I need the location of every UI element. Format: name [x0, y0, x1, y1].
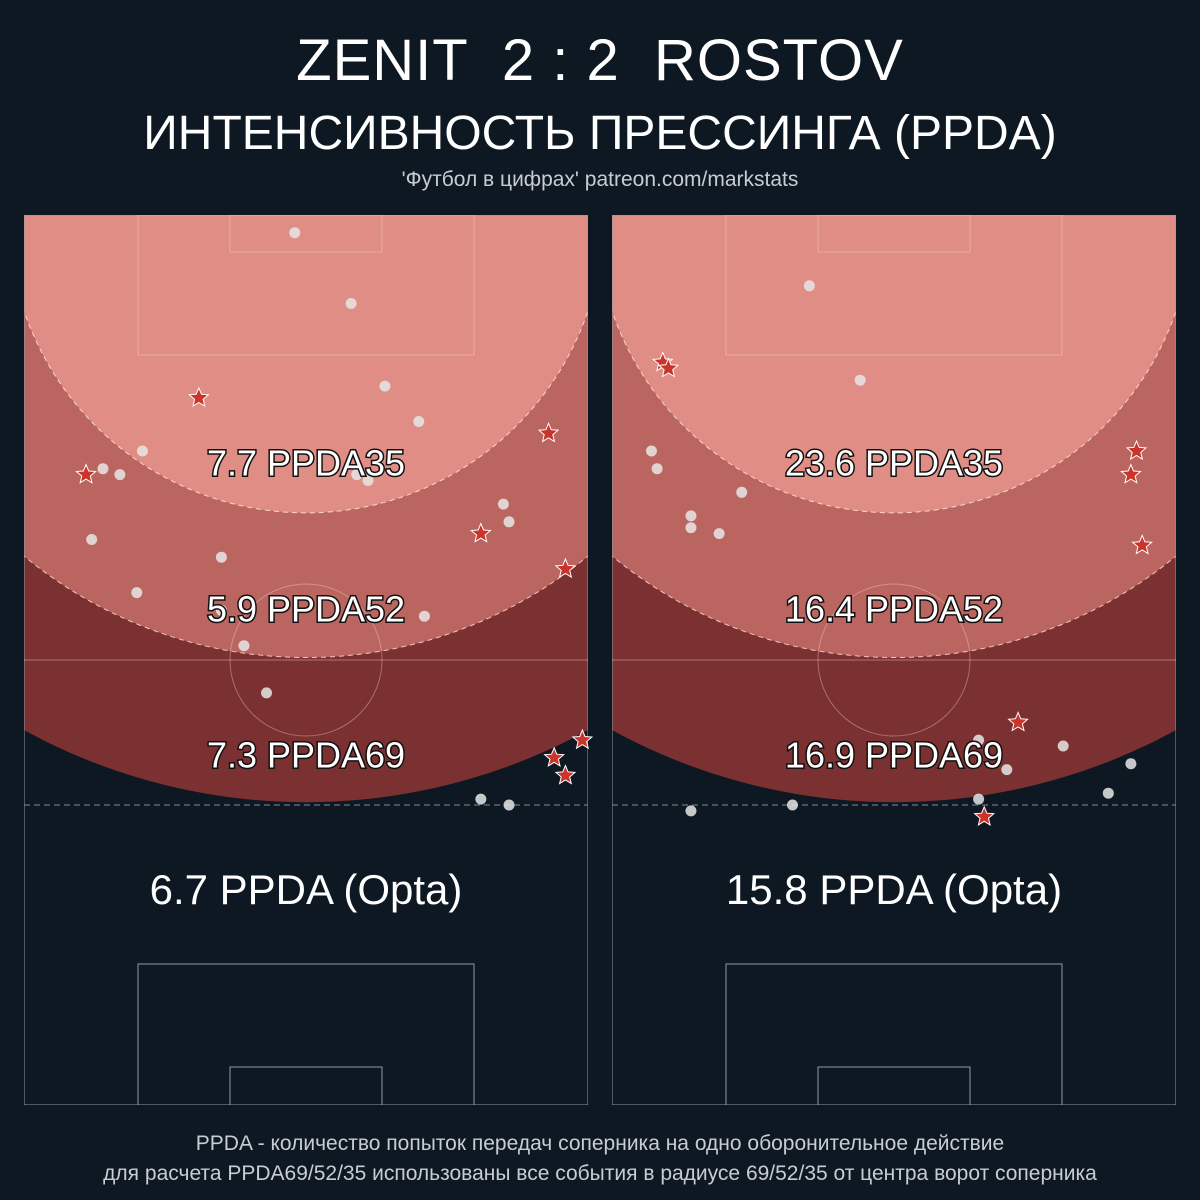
footnote-method: для расчета PPDA69/52/35 использованы вс…	[103, 1162, 1097, 1185]
center-circle	[229, 583, 383, 737]
event-dot	[379, 380, 391, 392]
event-dot	[973, 734, 985, 746]
event-dot	[503, 799, 515, 811]
label-ppda35: 7.7 PPDA35	[207, 443, 405, 484]
match-title: ZENIT 2 : 2 ROSTOV	[296, 28, 904, 93]
goal-box-bottom	[229, 1066, 383, 1105]
event-dot	[261, 687, 273, 699]
pitch-lines	[612, 215, 1176, 1105]
penalty-box-top	[725, 215, 1063, 356]
event-dot	[1102, 787, 1114, 799]
event-markers	[75, 227, 594, 811]
chart-subtitle: ИНТЕНСИВНОСТЬ ПРЕССИНГА (PPDA)	[143, 107, 1057, 160]
pitch-lines	[24, 215, 588, 1105]
label-ppda35: 23.6 PPDA35	[785, 443, 1003, 484]
event-dot	[685, 805, 697, 817]
event-dot	[497, 498, 509, 510]
ppda-labels: 7.7 PPDA35 5.9 PPDA52 7.3 PPDA69 6.7 PPDA (…	[150, 441, 463, 913]
event-dot	[215, 604, 227, 616]
label-ppda69: 7.3 PPDA69	[207, 735, 405, 776]
event-star	[1131, 534, 1153, 555]
penalty-box-bottom	[137, 963, 475, 1105]
center-circle	[817, 583, 971, 737]
event-dot	[1125, 758, 1137, 770]
event-star	[1007, 711, 1029, 732]
label-ppda-opta: 6.7 PPDA (Opta)	[150, 866, 463, 913]
event-star	[537, 421, 560, 443]
ppda-zones	[24, 215, 588, 803]
goal-box-bottom	[817, 1066, 971, 1105]
event-dot	[475, 793, 487, 805]
event-star	[470, 522, 492, 543]
credit-line: 'Футбол в цифрах' patreon.com/markstats	[401, 168, 799, 191]
zone-ppda35	[24, 215, 588, 514]
event-dot	[645, 445, 657, 457]
event-star	[571, 728, 594, 750]
footnote-definition: PPDA - количество попыток передач соперн…	[195, 1132, 1005, 1155]
pitch-panel-left: 7.7 PPDA35 5.9 PPDA52 7.3 PPDA69 6.7 PPDA (…	[24, 215, 594, 1105]
event-dot	[651, 463, 663, 475]
event-dot	[131, 587, 143, 599]
event-star	[554, 557, 577, 579]
event-dot	[362, 475, 374, 486]
goal-box-top	[817, 215, 971, 253]
event-dot	[685, 522, 697, 534]
event-dot	[413, 416, 425, 427]
event-markers	[645, 280, 1153, 826]
event-dot	[736, 486, 748, 498]
event-star	[1125, 439, 1148, 461]
event-dot	[215, 551, 227, 563]
event-dot	[786, 799, 798, 811]
event-star	[188, 386, 210, 408]
penalty-box-top	[137, 215, 475, 356]
penalty-box-bottom	[725, 963, 1063, 1105]
event-dot	[1057, 740, 1069, 752]
event-star	[543, 746, 565, 767]
ppda-labels: 23.6 PPDA35 16.4 PPDA52 16.9 PPDA69 15.8 PP…	[726, 441, 1062, 913]
event-star	[973, 805, 996, 826]
event-dot	[136, 445, 148, 457]
event-star	[554, 764, 577, 785]
zone-ppda35	[612, 215, 1176, 514]
event-dot	[345, 298, 357, 309]
event-dot	[86, 534, 98, 545]
event-dot	[685, 510, 697, 522]
ppda-zones	[612, 215, 1176, 803]
event-dot	[503, 516, 515, 528]
event-dot	[973, 793, 985, 805]
event-dot	[713, 528, 725, 540]
label-ppda52: 16.4 PPDA52	[785, 589, 1003, 630]
event-star	[1120, 463, 1142, 484]
event-dot	[114, 469, 126, 481]
event-dot	[351, 469, 363, 481]
label-ppda52: 5.9 PPDA52	[207, 589, 405, 630]
event-dot	[854, 374, 866, 386]
event-dot	[418, 610, 430, 622]
pitch-panel-right: 23.6 PPDA35 16.4 PPDA52 16.9 PPDA69 15.8 PP…	[612, 215, 1176, 1105]
event-dot	[238, 640, 250, 652]
goal-box-top	[229, 215, 383, 253]
event-star	[657, 357, 680, 378]
label-ppda-opta: 15.8 PPDA (Opta)	[726, 866, 1062, 913]
event-star	[75, 463, 97, 484]
event-dot	[289, 227, 301, 239]
event-dot	[1001, 764, 1013, 776]
event-dot	[97, 463, 109, 475]
event-dot	[803, 280, 815, 292]
label-ppda69: 16.9 PPDA69	[785, 735, 1003, 776]
